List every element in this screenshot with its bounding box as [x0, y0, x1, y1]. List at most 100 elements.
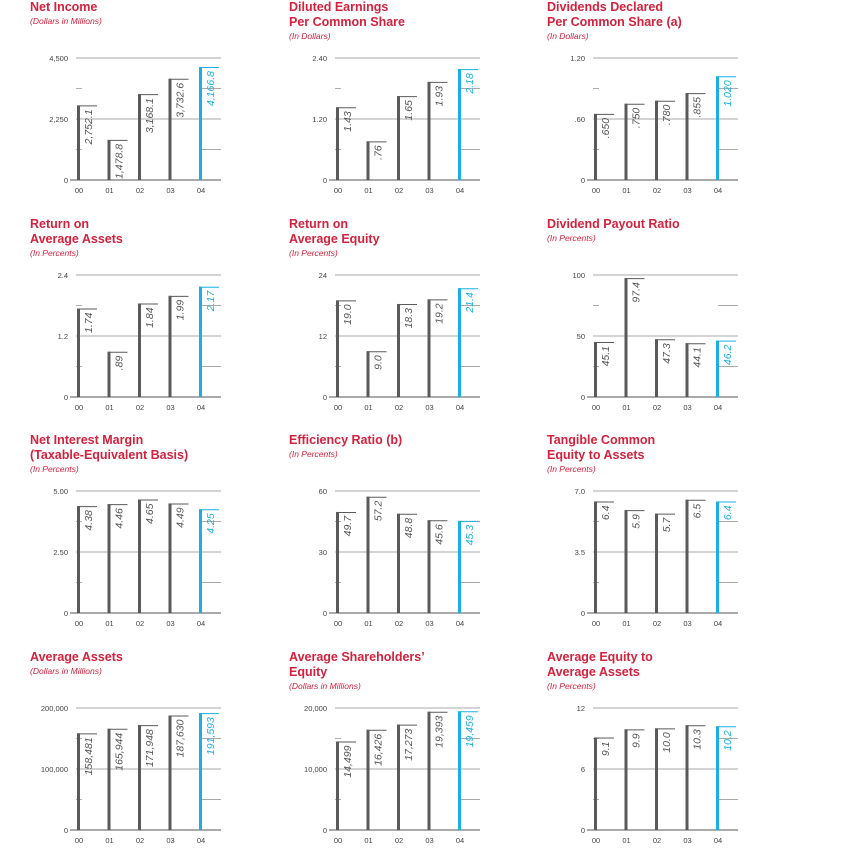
bar-chart: 0 1.2 2.4 1.74 00 .89 01 1.84 02 1.99 03 2.17 04: [58, 271, 221, 412]
y-tick-label: 7.0: [575, 487, 585, 496]
chart-title-line1: Return on: [289, 217, 349, 231]
value-label: 45.1: [600, 346, 612, 366]
x-tick-label: 02: [136, 619, 144, 628]
y-tick-label: 6: [581, 765, 585, 774]
value-label: .780: [661, 105, 673, 126]
value-label: 16,426: [373, 734, 385, 766]
y-tick-label: 0: [323, 609, 327, 618]
bar: [685, 499, 689, 613]
value-label: 21.4: [464, 292, 476, 314]
value-label: 19.0: [342, 304, 354, 325]
value-label: 45.6: [434, 524, 446, 545]
chart-panel-4: Return on Average Assets (In Percents) 0…: [30, 217, 270, 433]
x-tick-label: 01: [364, 186, 372, 195]
chart-title-line2: Per Common Share: [289, 15, 406, 29]
bar: [138, 303, 141, 397]
chart-subtitle: (In Percents): [289, 248, 338, 258]
x-tick-label: 00: [334, 836, 342, 845]
x-tick-label: 01: [364, 619, 372, 628]
chart-title: Dividends Declared Per Common Share (a) …: [547, 0, 787, 43]
y-tick-label: 12: [577, 704, 585, 713]
x-tick-label: 04: [456, 836, 464, 845]
chart-title: Average Assets (Dollars in Millions): [30, 650, 270, 678]
bar: [199, 286, 202, 397]
value-label: 187,630: [175, 719, 187, 757]
bar: [594, 341, 597, 397]
chart-panel-9: Tangible Common Equity to Assets (In Per…: [547, 433, 787, 649]
chart-title-line1: Dividends Declared: [547, 0, 664, 14]
x-tick-label: 04: [456, 186, 464, 195]
bar: [77, 506, 80, 613]
x-tick-label: 01: [105, 836, 113, 845]
value-label: .650: [600, 118, 612, 139]
value-label: 4.49: [175, 507, 187, 528]
bar: [716, 726, 719, 830]
chart-panel-8: Efficiency Ratio (b) (In Percents) 0 30 60…: [289, 433, 529, 649]
chart-panel-11: Average Shareholders’ Equity (Dollars in…: [289, 650, 529, 866]
chart-title-line2: Equity: [289, 665, 328, 679]
bar: [458, 288, 461, 397]
x-tick-label: 00: [334, 186, 342, 195]
x-tick-label: 00: [75, 186, 83, 195]
value-label: 1.020: [722, 80, 734, 106]
x-tick-label: 02: [653, 186, 661, 195]
x-tick-label: 02: [653, 619, 661, 628]
bar: [458, 520, 461, 613]
value-label: 17,273: [403, 728, 415, 760]
chart-title-line1: Net Income: [30, 0, 98, 14]
chart-title-line2: Equity to Assets: [547, 448, 645, 462]
chart-subtitle: (In Percents): [547, 681, 596, 691]
y-tick-label: .60: [575, 115, 585, 124]
bar: [397, 96, 400, 180]
y-tick-label: 0: [64, 176, 68, 185]
x-tick-label: 01: [364, 403, 372, 412]
chart-title-line1: Diluted Earnings: [289, 0, 389, 14]
x-tick-label: 00: [334, 619, 342, 628]
y-tick-label: 100,000: [41, 765, 68, 774]
bar: [138, 499, 141, 613]
x-tick-label: 04: [714, 619, 722, 628]
y-tick-label: 0: [64, 393, 68, 402]
value-label: .855: [692, 97, 704, 118]
x-tick-label: 00: [592, 619, 600, 628]
bar: [716, 76, 719, 180]
chart-title-line1: Return on: [30, 217, 90, 231]
y-tick-label: 2.40: [312, 54, 327, 63]
value-label: 44.1: [692, 347, 704, 367]
chart-title: Net Income (Dollars in Millions): [30, 0, 270, 28]
value-label: 4,166.8: [205, 71, 217, 106]
x-tick-label: 04: [714, 403, 722, 412]
bar: [594, 501, 597, 613]
x-tick-label: 01: [364, 836, 372, 845]
y-tick-label: 3.5: [575, 548, 585, 557]
value-label: 9.0: [373, 355, 385, 370]
bar: [138, 94, 141, 180]
value-label: .76: [373, 145, 385, 160]
y-tick-label: 60: [319, 487, 327, 496]
x-tick-label: 00: [592, 403, 600, 412]
value-label: 46.2: [722, 344, 734, 365]
bar: [427, 711, 431, 830]
chart-subtitle: (Dollars in Millions): [30, 666, 102, 676]
chart-title-line1: Dividend Payout Ratio: [547, 217, 680, 231]
y-tick-label: 2,250: [49, 115, 68, 124]
bar: [77, 308, 80, 397]
chart-title: Return on Average Assets (In Percents): [30, 217, 270, 260]
chart-title: Net Interest Margin (Taxable-Equivalent …: [30, 433, 270, 476]
value-label: 9.1: [600, 741, 612, 756]
bar: [77, 733, 80, 830]
value-label: 2.18: [464, 73, 476, 95]
y-tick-label: 0: [581, 393, 585, 402]
value-label: 18.3: [403, 308, 415, 329]
chart-title-line2: Average Equity: [289, 232, 380, 246]
value-label: 4.65: [144, 503, 156, 524]
y-tick-label: 2.4: [58, 271, 68, 280]
chart-panel-12: Average Equity to Average Assets (In Per…: [547, 650, 787, 866]
x-tick-label: 03: [166, 836, 174, 845]
chart-title-line2: (Taxable-Equivalent Basis): [30, 448, 189, 462]
x-tick-label: 04: [197, 403, 205, 412]
bar: [107, 728, 111, 830]
bar-chart: 0 1.20 2.40 1.43 00 .76 01 1.65 02 1.93 03 2.18 04: [312, 54, 480, 195]
x-tick-label: 00: [75, 836, 83, 845]
chart-title: Diluted Earnings Per Common Share (In Do…: [289, 0, 529, 43]
